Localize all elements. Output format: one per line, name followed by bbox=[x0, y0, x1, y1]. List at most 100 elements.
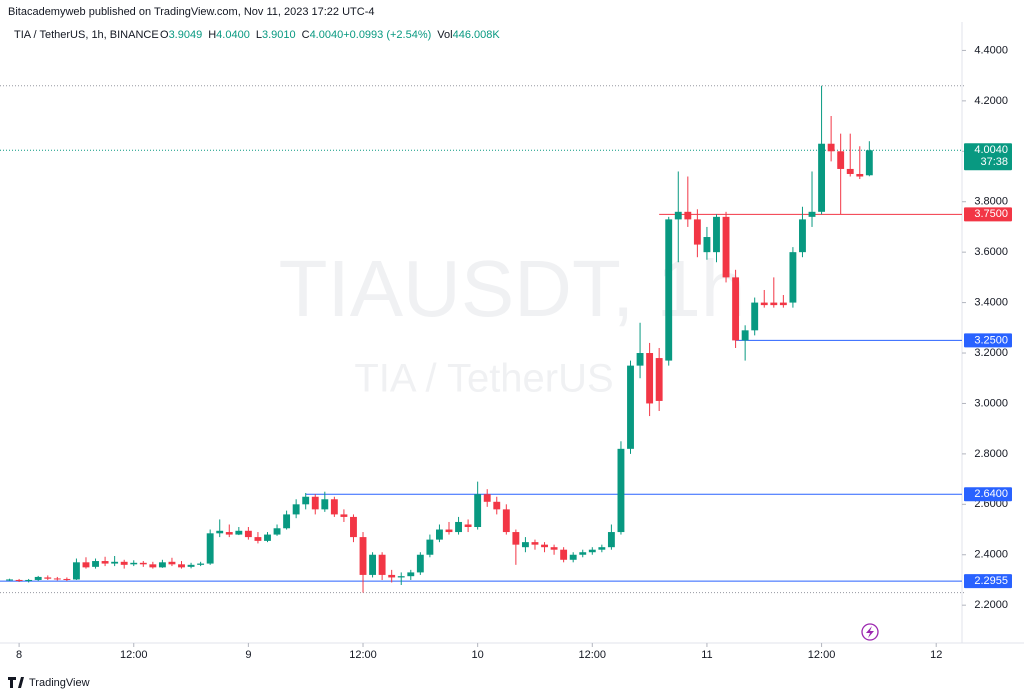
candle-body bbox=[693, 219, 701, 245]
x-tick-label: 11 bbox=[701, 649, 712, 661]
candle-body bbox=[292, 504, 300, 515]
candle-body bbox=[311, 496, 319, 510]
candle-body bbox=[273, 528, 281, 535]
candle-body bbox=[82, 562, 90, 568]
candle-body bbox=[158, 562, 166, 568]
candle-body bbox=[607, 532, 615, 548]
candle-body bbox=[636, 353, 644, 366]
candle-body bbox=[713, 216, 720, 253]
x-tick-label: 12 bbox=[930, 649, 942, 661]
candle-body bbox=[216, 530, 224, 534]
candle-body bbox=[235, 530, 243, 535]
legend-value: +0.0993 (+2.54%) bbox=[343, 29, 431, 41]
candle-body bbox=[751, 302, 759, 331]
candle-body bbox=[302, 496, 310, 505]
y-tick-label: 3.8000 bbox=[974, 196, 1008, 208]
candle-body bbox=[321, 499, 329, 510]
candle-body bbox=[388, 574, 396, 578]
x-tick-label: 12:00 bbox=[120, 649, 148, 661]
legend-value: 4.0400 bbox=[216, 29, 250, 41]
legend-value: 3.9049 bbox=[169, 29, 203, 41]
candle-body bbox=[474, 494, 482, 528]
candle-body bbox=[598, 547, 606, 550]
y-tick-label: 4.4000 bbox=[974, 44, 1008, 56]
candle-body bbox=[770, 302, 778, 306]
legend-key: O bbox=[160, 29, 169, 41]
alert-icon[interactable] bbox=[861, 623, 879, 641]
level-label-box bbox=[964, 487, 1012, 502]
y-tick-label: 3.0000 bbox=[974, 397, 1008, 409]
legend-key: H bbox=[208, 29, 216, 41]
candle-body bbox=[560, 549, 568, 560]
footer: TradingView bbox=[29, 677, 90, 689]
candle-body bbox=[512, 532, 520, 545]
watermark-sub: TIA / TetherUS bbox=[354, 357, 613, 401]
candle-body bbox=[34, 576, 42, 580]
candle-body bbox=[330, 499, 338, 515]
candle-body bbox=[139, 562, 147, 565]
candle-body bbox=[359, 537, 367, 575]
candle-body bbox=[168, 561, 176, 565]
y-tick-label: 2.2000 bbox=[974, 599, 1008, 611]
alert-icon bbox=[866, 626, 874, 638]
candle-body bbox=[541, 544, 548, 548]
candle-body bbox=[722, 216, 730, 278]
candle-body bbox=[264, 534, 271, 541]
candle-body bbox=[531, 542, 539, 545]
level-label-box bbox=[964, 333, 1012, 348]
level-label: 3.7500 bbox=[974, 208, 1008, 220]
legend-key: C bbox=[302, 29, 310, 41]
candle-body bbox=[502, 509, 510, 533]
candle-body bbox=[550, 547, 558, 550]
candle-body bbox=[617, 448, 625, 533]
candle-body bbox=[588, 549, 596, 553]
candle-body bbox=[865, 150, 873, 176]
x-tick-label: 9 bbox=[245, 649, 251, 661]
candle-body bbox=[493, 501, 501, 510]
candle-body bbox=[206, 533, 214, 564]
candle-body bbox=[369, 554, 377, 575]
candle-body bbox=[521, 542, 529, 548]
candle-body bbox=[92, 561, 99, 567]
legend-key: L bbox=[256, 29, 262, 41]
price-label: 4.0040 bbox=[974, 144, 1008, 156]
candle-body bbox=[655, 358, 663, 401]
candle-body bbox=[436, 529, 443, 540]
candle-body bbox=[25, 579, 33, 581]
candle-body bbox=[44, 577, 52, 579]
candle-body bbox=[130, 562, 138, 565]
candle-body bbox=[111, 561, 119, 564]
candle-body bbox=[120, 561, 128, 565]
y-tick-label: 2.4000 bbox=[974, 549, 1008, 561]
candle-body bbox=[397, 576, 405, 578]
candle-body bbox=[846, 168, 854, 174]
candle-body bbox=[416, 554, 424, 573]
publisher: Bitacademyweb published on TradingView.c… bbox=[8, 6, 374, 18]
level-label: 2.6400 bbox=[974, 488, 1008, 500]
y-tick-label: 2.8000 bbox=[974, 448, 1008, 460]
candle-body bbox=[464, 524, 472, 528]
chart-title: TIA / TetherUS, 1h, BINANCE bbox=[14, 29, 159, 41]
price-label-box bbox=[964, 143, 1012, 171]
level-label: 2.2955 bbox=[974, 575, 1008, 587]
candle-body bbox=[254, 537, 262, 541]
candle-body bbox=[53, 578, 61, 580]
candle-body bbox=[837, 151, 845, 169]
candle-body bbox=[856, 173, 864, 177]
candle-body bbox=[378, 554, 386, 575]
candle-body bbox=[569, 554, 577, 560]
footer-logo bbox=[8, 677, 24, 688]
legend-key: Vol bbox=[437, 29, 452, 41]
countdown: 37:38 bbox=[980, 156, 1008, 168]
candle-body bbox=[808, 211, 816, 217]
candle-body bbox=[407, 572, 415, 577]
x-tick-label: 12:00 bbox=[349, 649, 377, 661]
candle-body bbox=[455, 521, 462, 533]
x-tick-label: 12:00 bbox=[579, 649, 607, 661]
candle-body bbox=[101, 561, 109, 564]
candle-body bbox=[283, 514, 291, 529]
candle-body bbox=[15, 579, 23, 581]
x-tick-label: 12:00 bbox=[808, 649, 836, 661]
candle-body bbox=[684, 211, 692, 220]
